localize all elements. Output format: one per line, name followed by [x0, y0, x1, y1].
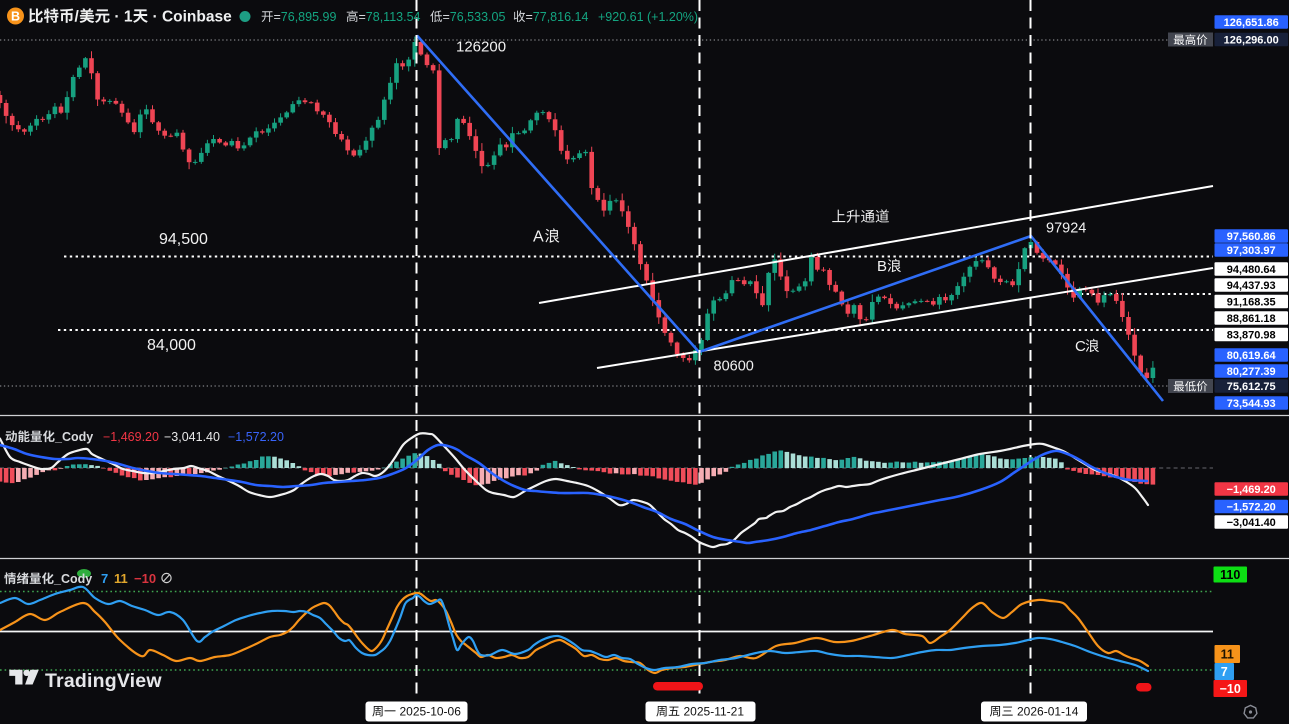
- svg-text:84,000: 84,000: [147, 337, 196, 354]
- svg-text:2026-01-14: 2026-01-14: [1017, 705, 1079, 719]
- svg-text:−1,572.20: −1,572.20: [1227, 502, 1276, 514]
- svg-text:88,861.18: 88,861.18: [1227, 313, 1276, 325]
- svg-text:=: =: [443, 10, 450, 24]
- svg-text:−1,469.20: −1,469.20: [103, 430, 159, 444]
- svg-text:97924: 97924: [1046, 221, 1086, 237]
- svg-text:73,544.93: 73,544.93: [1227, 398, 1276, 410]
- svg-text:80600: 80600: [714, 359, 754, 375]
- svg-text:=: =: [526, 10, 533, 24]
- svg-text:C: C: [1075, 338, 1086, 355]
- svg-text:11: 11: [114, 571, 128, 586]
- svg-text:83,870.98: 83,870.98: [1227, 330, 1276, 342]
- svg-text:80,619.64: 80,619.64: [1227, 350, 1277, 362]
- svg-text:126200: 126200: [456, 39, 506, 56]
- svg-text:94,500: 94,500: [159, 231, 208, 248]
- svg-text:B: B: [11, 10, 20, 24]
- svg-text:=: =: [359, 10, 366, 24]
- svg-text:· 1: · 1: [110, 9, 133, 26]
- svg-text:_Cody: _Cody: [53, 572, 92, 586]
- svg-text:78,113.54: 78,113.54: [366, 10, 421, 24]
- svg-text:_Cody: _Cody: [54, 430, 93, 444]
- svg-text:=: =: [274, 10, 281, 24]
- svg-text:110: 110: [1220, 568, 1240, 582]
- svg-text:91,168.35: 91,168.35: [1227, 297, 1276, 309]
- svg-text:11: 11: [1221, 648, 1234, 662]
- svg-text:2025-10-06: 2025-10-06: [400, 705, 462, 719]
- svg-text:94,437.93: 94,437.93: [1227, 280, 1276, 292]
- svg-text:76,895.99: 76,895.99: [281, 10, 337, 24]
- svg-text:−1,469.20: −1,469.20: [1227, 484, 1276, 496]
- svg-text:80,277.39: 80,277.39: [1227, 366, 1276, 378]
- svg-text:94,480.64: 94,480.64: [1227, 264, 1277, 276]
- svg-text:7: 7: [1221, 665, 1228, 679]
- svg-text:126,296.00: 126,296.00: [1224, 35, 1279, 47]
- svg-text:−10: −10: [1220, 682, 1241, 696]
- svg-text:97,560.86: 97,560.86: [1227, 231, 1276, 243]
- svg-text:97,303.97: 97,303.97: [1227, 245, 1276, 257]
- svg-text:76,533.05: 76,533.05: [450, 10, 506, 24]
- svg-text:−3,041.40: −3,041.40: [164, 430, 220, 444]
- svg-text:−3,041.40: −3,041.40: [1227, 517, 1276, 529]
- svg-text:7: 7: [101, 571, 108, 586]
- svg-text:77,816.14: 77,816.14: [533, 10, 589, 24]
- svg-text:2025-11-21: 2025-11-21: [684, 705, 745, 719]
- svg-text:B: B: [877, 258, 887, 275]
- svg-text:+920.61 (+1.20%): +920.61 (+1.20%): [598, 10, 698, 24]
- svg-text:TradingView: TradingView: [45, 670, 162, 692]
- svg-text:· Coinbase: · Coinbase: [148, 9, 232, 26]
- svg-text:/: /: [75, 9, 80, 26]
- svg-text:A: A: [533, 229, 544, 246]
- svg-text:−10: −10: [134, 571, 156, 586]
- svg-text:75,612.75: 75,612.75: [1227, 381, 1276, 393]
- svg-text:126,651.86: 126,651.86: [1224, 17, 1279, 29]
- svg-text:−1,572.20: −1,572.20: [228, 430, 284, 444]
